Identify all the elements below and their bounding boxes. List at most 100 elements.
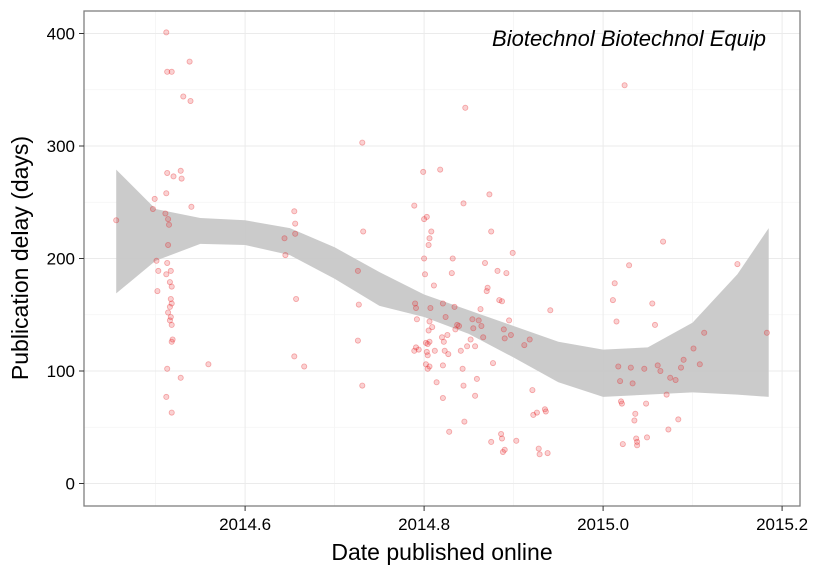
data-point bbox=[526, 336, 533, 343]
data-point bbox=[763, 329, 770, 336]
data-point bbox=[426, 318, 433, 325]
data-point bbox=[424, 365, 431, 372]
data-point bbox=[415, 346, 422, 353]
data-point bbox=[644, 434, 651, 441]
data-point bbox=[488, 438, 495, 445]
data-point bbox=[498, 298, 505, 305]
data-point bbox=[672, 376, 679, 383]
data-point bbox=[163, 393, 170, 400]
data-point bbox=[163, 190, 170, 197]
data-point bbox=[462, 104, 469, 111]
data-point bbox=[153, 257, 160, 264]
data-point bbox=[494, 267, 501, 274]
data-point bbox=[429, 324, 436, 331]
data-point bbox=[472, 392, 479, 399]
data-point bbox=[634, 438, 641, 445]
data-point bbox=[439, 300, 446, 307]
data-point bbox=[187, 98, 194, 105]
data-point bbox=[690, 345, 697, 352]
y-tick-label: 400 bbox=[47, 25, 75, 44]
data-point bbox=[155, 267, 162, 274]
data-point bbox=[439, 394, 446, 401]
data-point bbox=[617, 378, 624, 385]
data-point bbox=[168, 409, 175, 416]
data-point bbox=[164, 259, 171, 266]
data-point bbox=[186, 58, 193, 65]
data-point bbox=[478, 322, 485, 329]
data-point bbox=[427, 304, 434, 311]
data-point bbox=[165, 216, 172, 223]
data-point bbox=[165, 309, 172, 316]
data-point bbox=[168, 321, 175, 328]
data-point bbox=[282, 252, 289, 259]
x-tick-label: 2015.2 bbox=[756, 515, 808, 534]
data-point bbox=[178, 175, 185, 182]
data-point bbox=[167, 267, 174, 274]
data-point bbox=[426, 363, 433, 370]
data-point bbox=[631, 417, 638, 424]
data-point bbox=[423, 348, 430, 355]
data-point bbox=[168, 283, 175, 290]
data-point bbox=[696, 361, 703, 368]
data-point bbox=[621, 82, 628, 89]
data-point bbox=[168, 300, 175, 307]
data-point bbox=[457, 347, 464, 354]
data-point bbox=[411, 347, 418, 354]
data-point bbox=[541, 406, 548, 413]
data-point bbox=[701, 329, 708, 336]
data-point bbox=[678, 364, 685, 371]
data-point bbox=[506, 317, 513, 324]
data-point bbox=[421, 255, 428, 262]
data-point bbox=[421, 216, 428, 223]
data-point bbox=[431, 347, 438, 354]
data-point bbox=[430, 282, 437, 289]
data-point bbox=[498, 435, 505, 442]
data-point bbox=[611, 280, 618, 287]
data-point bbox=[445, 351, 452, 358]
data-point bbox=[442, 313, 449, 320]
data-point bbox=[675, 416, 682, 423]
data-point bbox=[680, 356, 687, 363]
data-point bbox=[154, 288, 161, 295]
data-point bbox=[180, 93, 187, 100]
data-point bbox=[533, 409, 540, 416]
data-point bbox=[454, 321, 461, 328]
data-point bbox=[360, 228, 367, 235]
data-point bbox=[452, 326, 459, 333]
data-point bbox=[448, 270, 455, 277]
data-point bbox=[354, 337, 361, 344]
data-point bbox=[649, 300, 656, 307]
data-point bbox=[480, 334, 487, 341]
y-axis: 0 100 200 300 400 bbox=[47, 25, 84, 494]
data-point bbox=[188, 203, 195, 210]
x-axis-title: Date published online bbox=[331, 539, 552, 565]
x-tick-label: 2014.6 bbox=[219, 515, 271, 534]
data-point bbox=[663, 391, 670, 398]
data-point bbox=[464, 343, 471, 350]
data-point bbox=[500, 326, 507, 333]
data-point bbox=[168, 338, 175, 345]
data-point bbox=[164, 169, 171, 176]
data-point bbox=[301, 363, 308, 370]
data-point bbox=[167, 295, 174, 302]
data-point bbox=[641, 365, 648, 372]
data-point bbox=[634, 442, 641, 449]
data-point bbox=[626, 262, 633, 269]
data-point bbox=[424, 352, 431, 359]
data-point bbox=[667, 374, 674, 381]
data-point bbox=[165, 241, 172, 248]
data-point bbox=[446, 428, 453, 435]
data-point bbox=[477, 306, 484, 313]
data-point bbox=[426, 235, 433, 242]
data-point bbox=[529, 387, 536, 394]
data-point bbox=[205, 361, 212, 368]
data-point bbox=[113, 217, 120, 224]
data-point bbox=[521, 342, 528, 349]
data-point bbox=[461, 418, 468, 425]
data-point bbox=[472, 343, 479, 350]
data-point bbox=[503, 270, 510, 277]
data-point bbox=[627, 364, 634, 371]
data-point bbox=[411, 202, 418, 209]
data-point bbox=[168, 68, 175, 75]
data-point bbox=[660, 238, 667, 245]
